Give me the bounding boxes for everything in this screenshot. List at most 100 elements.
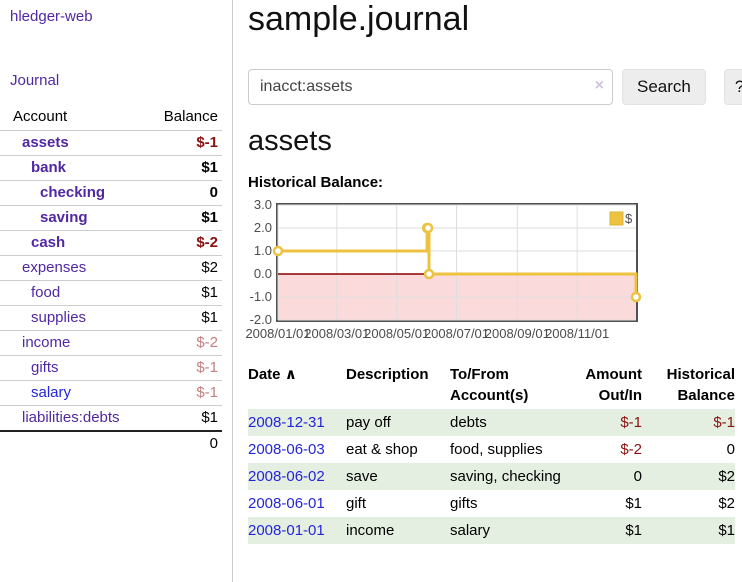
register-description: save — [346, 468, 378, 485]
y-axis-tick-label: 1.0 — [253, 243, 272, 258]
x-axis-tick-label: 2008/11/01 — [545, 326, 610, 341]
account-balance: $1 — [149, 155, 222, 181]
sidebar-account-link[interactable]: checking — [40, 184, 106, 201]
x-axis-tick-label: 2008/01/01 — [245, 326, 311, 341]
register-accounts: saving, checking — [450, 468, 561, 485]
account-row: liabilities:debts $1 — [0, 405, 222, 432]
accounts-total-balance: 0 — [149, 430, 222, 456]
account-balance: $1 — [149, 305, 222, 331]
x-axis-tick-label: 2008/05/01 — [364, 326, 430, 341]
sidebar-account-link[interactable]: saving — [40, 209, 88, 226]
register-amount: $1 — [625, 495, 642, 512]
account-row: cash $-2 — [0, 230, 222, 256]
register-description: eat & shop — [346, 441, 418, 458]
account-balance: $-2 — [149, 330, 222, 356]
register-date-link[interactable]: 2008-06-03 — [248, 441, 325, 458]
register-header-row: Date ∧ Description To/From Account(s) Am… — [248, 361, 735, 409]
register-balance: $-1 — [713, 414, 735, 431]
clear-search-icon[interactable]: × — [594, 77, 604, 94]
sidebar-account-link[interactable]: food — [31, 284, 61, 301]
account-balance: $-1 — [149, 355, 222, 381]
accounts-header-row: Account Balance — [0, 104, 222, 131]
y-axis-tick-label: 0.0 — [253, 266, 272, 281]
chart-canvas: $ — [272, 204, 642, 321]
sidebar-account-link[interactable]: cash — [31, 234, 66, 251]
x-axis-tick-label: 2008/03/01 — [304, 326, 370, 341]
register-balance: 0 — [726, 441, 735, 458]
accounts-header-account: Account — [0, 104, 150, 131]
sidebar-account-link[interactable]: income — [22, 334, 71, 351]
register-balance: $2 — [718, 468, 735, 485]
y-axis-tick-label: 2.0 — [253, 220, 272, 235]
register-header-description: Description — [346, 366, 429, 383]
sidebar-item-journal[interactable]: Journal — [10, 72, 60, 89]
sidebar-account-link[interactable]: supplies — [31, 309, 87, 326]
account-balance: 0 — [149, 180, 222, 206]
page-title: sample.journal — [248, 0, 470, 38]
register-header-balance: Historical Balance — [666, 366, 735, 404]
account-balance: $-1 — [149, 130, 222, 156]
register-accounts: salary — [450, 522, 491, 539]
data-point-marker — [423, 268, 435, 280]
register-header-date[interactable]: Date ∧ — [248, 366, 297, 383]
account-row: assets $-1 — [0, 130, 222, 156]
accounts-table: Account Balance assets $-1 bank $1 checking 0… — [0, 104, 222, 456]
register-description: income — [346, 522, 395, 539]
account-row: salary $-1 — [0, 380, 222, 406]
sidebar-account-link[interactable]: gifts — [31, 359, 59, 376]
y-axis-tick-label: -2.0 — [249, 312, 272, 327]
data-point-marker — [272, 245, 284, 257]
account-row: income $-2 — [0, 330, 222, 356]
data-point-marker — [630, 291, 642, 303]
accounts-header-balance: Balance — [149, 104, 222, 131]
register-date-link[interactable]: 2008-12-31 — [248, 414, 325, 431]
account-balance: $-2 — [149, 230, 222, 256]
account-row: gifts $-1 — [0, 355, 222, 381]
register-amount: $1 — [625, 522, 642, 539]
legend-color-box-icon — [609, 211, 624, 226]
y-axis-tick-label: 3.0 — [253, 197, 272, 212]
register-date-link[interactable]: 2008-01-01 — [248, 522, 325, 539]
historical-balance-chart: $ 3.0 2.0 1.0 0.0 -1.0 -2.0 2008/01/01 2008/03/… — [245, 197, 642, 345]
register-balance: $1 — [718, 522, 735, 539]
sidebar-account-link[interactable]: expenses — [22, 259, 87, 276]
legend-label: $ — [625, 211, 633, 226]
sidebar-account-link[interactable]: assets — [22, 134, 69, 151]
chart-plot-area: $ — [272, 203, 642, 322]
main-content: sample.journal × Search ? assets Histori… — [245, 0, 742, 544]
register-description: gift — [346, 495, 367, 512]
help-button[interactable]: ? — [723, 69, 742, 105]
data-point-marker — [422, 222, 434, 234]
sidebar: hledger-web Journal Account Balance asse… — [0, 0, 233, 582]
register-date-link[interactable]: 2008-06-02 — [248, 468, 325, 485]
register-accounts: food, supplies — [450, 441, 543, 458]
register-tbody: 2008-12-31 pay off debts $-1 $-1 2008-06-03 ea… — [248, 409, 735, 544]
register-header-amount: Amount Out/In — [585, 366, 642, 404]
sidebar-account-link[interactable]: bank — [31, 159, 67, 176]
account-balance: $1 — [149, 405, 222, 432]
app-brand-link[interactable]: hledger-web — [10, 8, 93, 25]
x-axis-tick-label: 2008/07/01 — [423, 326, 490, 341]
search-box: × — [248, 69, 613, 105]
register-description: pay off — [346, 414, 391, 431]
search-input[interactable] — [248, 69, 613, 105]
search-form: × Search ? — [248, 69, 742, 105]
register-date-link[interactable]: 2008-06-01 — [248, 495, 325, 512]
sidebar-account-link[interactable]: salary — [31, 384, 72, 401]
y-axis-tick-label: -1.0 — [249, 289, 272, 304]
register-balance: $2 — [718, 495, 735, 512]
register-amount: 0 — [633, 468, 642, 485]
account-row: saving $1 — [0, 205, 222, 231]
account-balance: $-1 — [149, 380, 222, 406]
search-button[interactable]: Search — [622, 69, 706, 105]
register-amount: $-2 — [620, 441, 642, 458]
account-row: expenses $2 — [0, 255, 222, 281]
account-row: bank $1 — [0, 155, 222, 181]
account-row: checking 0 — [0, 180, 222, 206]
chart-label: Historical Balance: — [248, 174, 384, 191]
register-table: Date ∧ Description To/From Account(s) Am… — [248, 361, 735, 544]
sidebar-account-link[interactable]: liabilities:debts — [22, 409, 120, 426]
account-balance: $1 — [149, 205, 222, 231]
account-row: supplies $1 — [0, 305, 222, 331]
register-amount: $-1 — [620, 414, 642, 431]
